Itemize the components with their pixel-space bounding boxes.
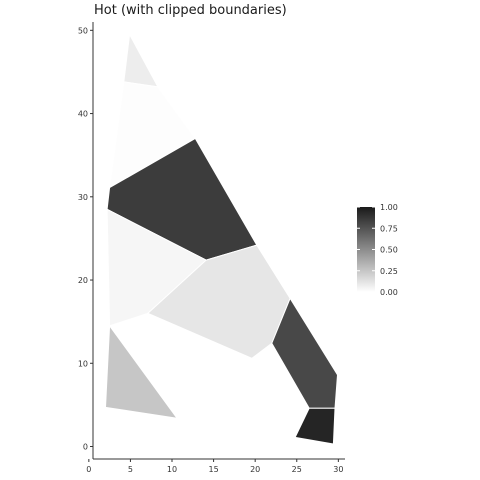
x-tick-label: 10: [167, 465, 177, 474]
legend-colorbar: [357, 207, 375, 292]
y-tick-label: 20: [78, 276, 88, 285]
y-tick-label: 40: [78, 110, 88, 119]
y-tick-label: 10: [78, 359, 88, 368]
x-tick-label: 30: [333, 465, 343, 474]
x-tick-label: 0: [86, 465, 91, 474]
legend-tick-label: 0.50: [380, 246, 398, 255]
plot-area: [105, 34, 338, 445]
y-tick-label: 0: [83, 443, 88, 452]
x-tick-label: 25: [292, 465, 302, 474]
legend: 0.00 0.25 0.50 0.75 1.00: [357, 203, 398, 297]
x-tick-label: 15: [209, 465, 219, 474]
x-tick-label: 5: [128, 465, 133, 474]
polygon-0: [123, 34, 159, 88]
polygon-6: [271, 297, 338, 409]
polygon-5: [105, 325, 178, 419]
axes: 0 5 10 15 20 25 30 0 10 20 30 40 50: [78, 22, 345, 474]
legend-tick-label: 0.75: [380, 224, 398, 233]
chart-title: Hot (with clipped boundaries): [94, 3, 287, 18]
x-tick-label: 20: [250, 465, 260, 474]
legend-tick-label: 0.00: [380, 288, 398, 297]
polygon-7: [294, 407, 336, 445]
y-tick-label: 50: [78, 26, 88, 35]
legend-tick-label: 0.25: [380, 267, 398, 276]
legend-tick-label: 1.00: [380, 203, 398, 212]
y-tick-label: 30: [78, 193, 88, 202]
